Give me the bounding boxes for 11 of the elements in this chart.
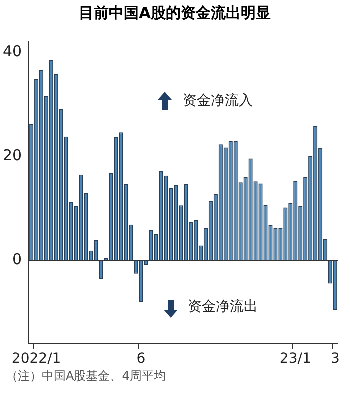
y-tick-label: 40 (2, 42, 22, 60)
x-tick-label: 6 (136, 351, 146, 368)
x-tick-label: 3 (331, 351, 340, 368)
y-tick-label: 0 (12, 250, 22, 269)
chart-title: 目前中国A股的资金流出明显 (78, 4, 272, 23)
annotation: 资金净流入 (183, 92, 253, 110)
x-tick-label: 2022/1 (12, 351, 62, 368)
y-tick-label: 20 (2, 146, 22, 165)
x-tick-label: 23/1 (280, 351, 312, 368)
text: （注）中国A股基金、4周平均 (6, 368, 166, 385)
annotation: 资金净流出 (188, 298, 258, 316)
